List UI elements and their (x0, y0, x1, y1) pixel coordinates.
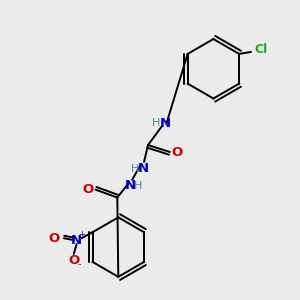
Text: N: N (159, 117, 170, 130)
Text: H: H (131, 164, 139, 174)
Text: N: N (137, 162, 148, 175)
Text: O: O (48, 232, 59, 245)
Text: O: O (68, 254, 80, 268)
Text: H: H (152, 118, 160, 128)
Text: N: N (71, 234, 82, 247)
Text: +: + (78, 230, 85, 239)
Text: -: - (78, 259, 81, 269)
Text: O: O (82, 183, 93, 196)
Text: Cl: Cl (254, 44, 267, 56)
Text: H: H (134, 181, 142, 191)
Text: N: N (124, 179, 136, 192)
Text: O: O (171, 146, 182, 160)
